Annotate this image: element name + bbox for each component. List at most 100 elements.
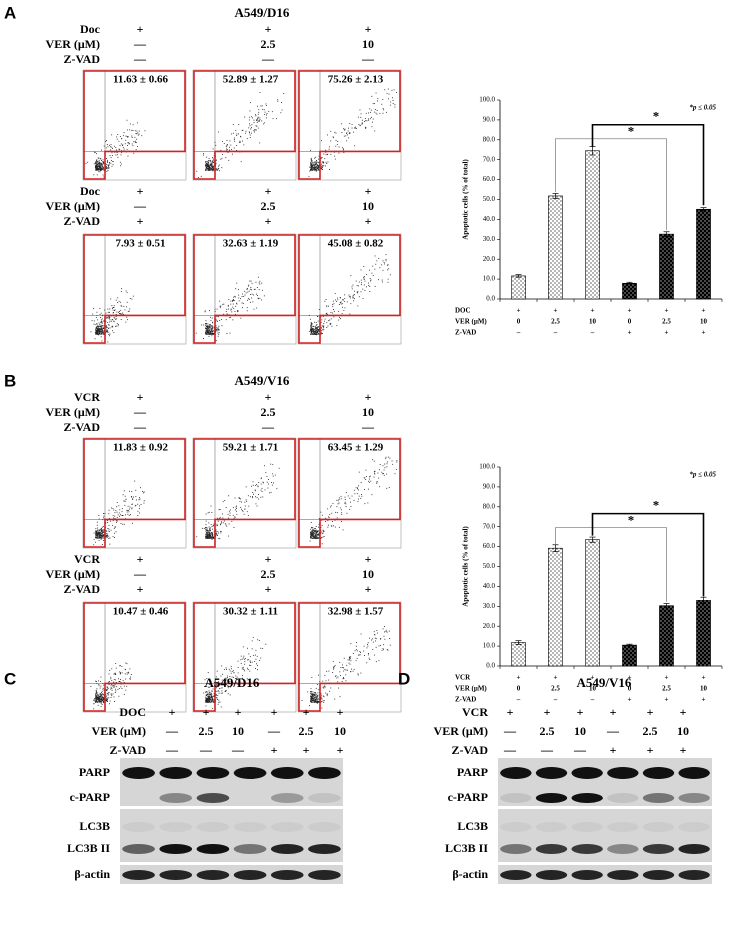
event-dot	[311, 698, 313, 699]
event-dot	[96, 168, 97, 170]
event-dot	[259, 117, 261, 119]
event-dot	[213, 326, 215, 328]
event-dot	[220, 523, 222, 525]
event-dot	[248, 298, 250, 299]
event-dot	[242, 307, 243, 309]
event-dot	[312, 165, 313, 167]
event-dot	[211, 165, 212, 166]
event-dot	[105, 331, 107, 333]
event-dot	[212, 157, 213, 159]
event-dot	[314, 531, 316, 532]
event-dot	[138, 130, 140, 132]
event-dot	[315, 701, 317, 703]
event-dot	[351, 668, 352, 670]
event-dot	[208, 335, 210, 337]
event-dot	[264, 465, 265, 467]
event-dot	[344, 128, 346, 130]
event-dot	[119, 149, 121, 150]
event-dot	[106, 332, 108, 334]
event-dot	[218, 325, 220, 327]
event-dot	[396, 92, 397, 93]
x-table-cell: +	[628, 696, 632, 704]
event-dot	[100, 331, 102, 333]
event-dot	[95, 168, 97, 170]
event-dot	[316, 160, 317, 161]
event-dot	[125, 678, 127, 680]
event-dot	[103, 537, 105, 539]
event-dot	[207, 165, 209, 167]
event-dot	[251, 640, 253, 642]
event-dot	[216, 327, 218, 329]
event-dot	[214, 311, 216, 312]
event-dot	[357, 498, 359, 500]
bar	[659, 605, 674, 667]
event-dot	[209, 527, 211, 529]
event-dot	[101, 164, 103, 166]
event-dot	[95, 534, 97, 536]
event-dot	[358, 124, 360, 126]
event-dot	[272, 475, 274, 477]
x-table-cell: –	[553, 696, 558, 704]
event-dot	[217, 168, 219, 170]
event-dot	[123, 148, 125, 150]
event-dot	[311, 677, 313, 678]
event-dot	[231, 133, 233, 135]
event-dot	[245, 499, 247, 501]
event-dot	[208, 532, 210, 534]
event-dot	[223, 669, 225, 670]
event-dot	[109, 144, 110, 146]
event-dot	[326, 305, 328, 307]
event-dot	[96, 537, 98, 539]
event-dot	[102, 159, 104, 161]
event-dot	[356, 285, 358, 286]
event-dot	[129, 506, 131, 508]
event-dot	[108, 165, 109, 167]
event-dot	[100, 166, 102, 168]
event-dot	[205, 692, 207, 694]
event-dot	[102, 161, 104, 163]
event-dot	[268, 479, 269, 480]
event-dot	[314, 700, 316, 702]
event-dot	[323, 329, 325, 331]
event-dot	[108, 318, 110, 320]
x-table-cell: +	[517, 674, 521, 682]
event-dot	[311, 327, 312, 329]
event-dot	[236, 282, 238, 284]
event-dot	[360, 482, 362, 483]
event-dot	[228, 317, 230, 319]
treatment-cell: +	[265, 184, 272, 198]
event-dot	[96, 681, 97, 682]
event-dot	[325, 149, 327, 151]
event-dot	[232, 670, 234, 672]
event-dot	[315, 170, 317, 172]
event-dot	[311, 534, 313, 536]
event-dot	[333, 310, 335, 312]
event-dot	[96, 690, 97, 692]
event-dot	[106, 329, 108, 331]
treatment-cell: +	[137, 22, 144, 36]
event-dot	[211, 537, 212, 539]
event-dot	[250, 102, 251, 104]
event-dot	[100, 321, 102, 323]
event-dot	[227, 305, 229, 307]
event-dot	[102, 702, 104, 704]
event-dot	[215, 533, 217, 535]
event-dot	[375, 112, 377, 114]
event-dot	[236, 510, 237, 512]
event-dot	[99, 693, 101, 695]
event-dot	[205, 524, 207, 526]
blot-band	[196, 844, 230, 854]
event-dot	[213, 525, 215, 527]
event-dot	[314, 692, 315, 694]
event-dot	[115, 679, 117, 681]
event-dot	[101, 536, 103, 538]
event-dot	[103, 699, 105, 700]
event-dot	[260, 489, 262, 491]
event-dot	[95, 693, 97, 694]
gate	[298, 602, 401, 712]
event-dot	[207, 698, 209, 699]
event-dot	[232, 507, 234, 508]
panel-title: A549/D16	[205, 675, 260, 690]
event-dot	[225, 146, 227, 148]
event-dot	[358, 285, 359, 287]
